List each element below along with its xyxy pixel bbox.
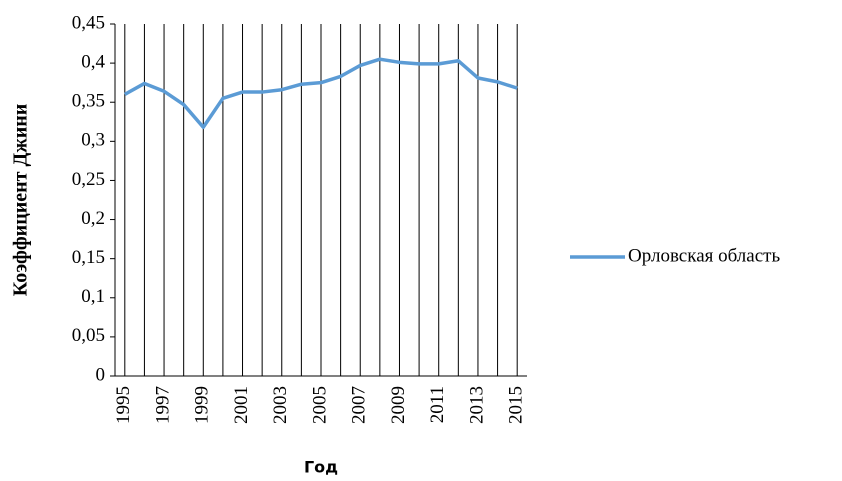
x-tick-label: 2007 [349, 386, 370, 424]
y-tick-label: 0,05 [72, 325, 105, 346]
x-axis-label: Год [304, 458, 338, 477]
x-tick-label: 1999 [192, 386, 213, 424]
y-tick-label: 0,15 [72, 247, 105, 268]
x-tick-label: 2015 [506, 386, 527, 424]
x-tick-label: 2003 [270, 386, 291, 424]
x-tick-label: 1997 [152, 386, 173, 424]
y-tick-label: 0,45 [72, 12, 105, 33]
y-tick-label: 0,3 [81, 130, 105, 151]
x-tick-label: 2001 [231, 386, 252, 424]
series-line [123, 57, 518, 130]
y-tick-label: 0,35 [72, 91, 105, 112]
y-axis-label: Коэффициент Джини [10, 104, 32, 297]
y-tick-label: 0,2 [81, 208, 105, 229]
x-tick-label: 1995 [113, 386, 134, 424]
y-tick-label: 0,25 [72, 169, 105, 190]
y-tick-label: 0,1 [81, 286, 105, 307]
x-tick-label: 2009 [388, 386, 409, 424]
y-tick-label: 0,4 [81, 51, 105, 72]
legend-label: Орловская область [628, 245, 780, 266]
y-tick-label: 0 [96, 364, 106, 385]
x-tick-label: 2011 [427, 386, 448, 423]
x-tick-label: 2013 [466, 386, 487, 424]
x-tick-label: 2005 [309, 386, 330, 424]
